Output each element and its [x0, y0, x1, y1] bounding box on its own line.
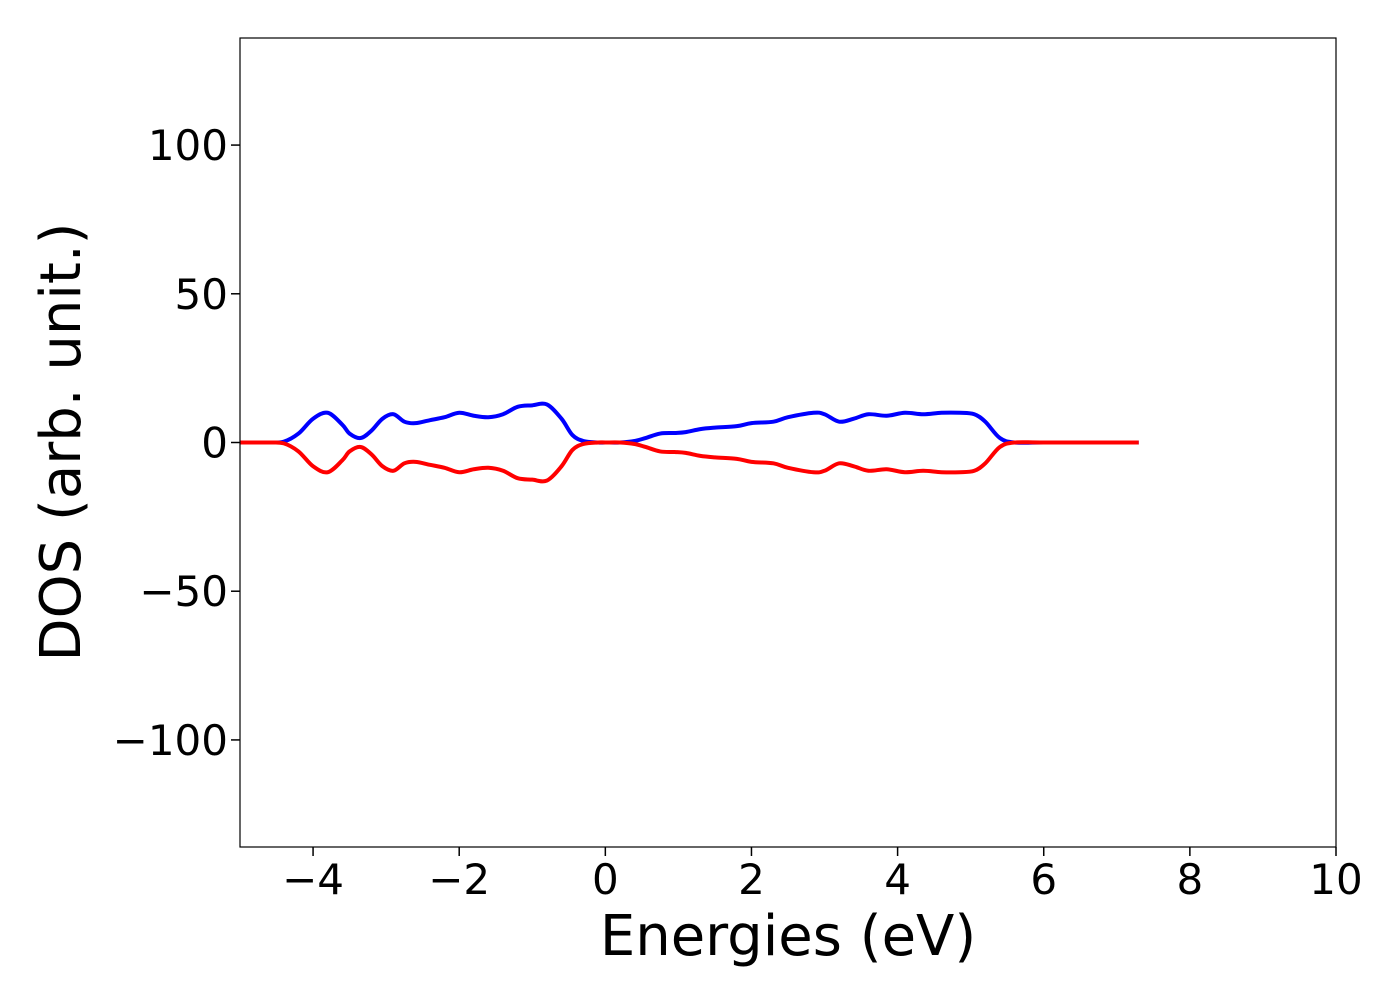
x-tick-label: −2: [428, 855, 490, 904]
x-tick-label: 8: [1176, 855, 1203, 904]
y-tick-label: 100: [148, 121, 228, 170]
y-tick-label: −50: [139, 567, 228, 616]
y-axis-ticks: −100 −50 0 50 100: [113, 121, 240, 765]
y-tick-label: 50: [175, 270, 228, 319]
y-tick-label: −100: [113, 716, 228, 765]
x-tick-label: 10: [1309, 855, 1362, 904]
x-tick-label: 0: [592, 855, 619, 904]
x-tick-label: 2: [738, 855, 765, 904]
series-line-2: [239, 440, 1139, 484]
x-tick-label: 4: [884, 855, 911, 904]
y-tick-label: 0: [201, 419, 228, 468]
plot-area: [239, 401, 1139, 484]
x-axis-ticks: −4 −2 0 2 4 6 8 10: [282, 847, 1363, 904]
x-tick-label: −4: [282, 855, 344, 904]
x-axis-label: Energies (eV): [600, 904, 976, 969]
y-axis-label: DOS (arb. unit.): [29, 222, 94, 661]
x-tick-label: 6: [1030, 855, 1057, 904]
